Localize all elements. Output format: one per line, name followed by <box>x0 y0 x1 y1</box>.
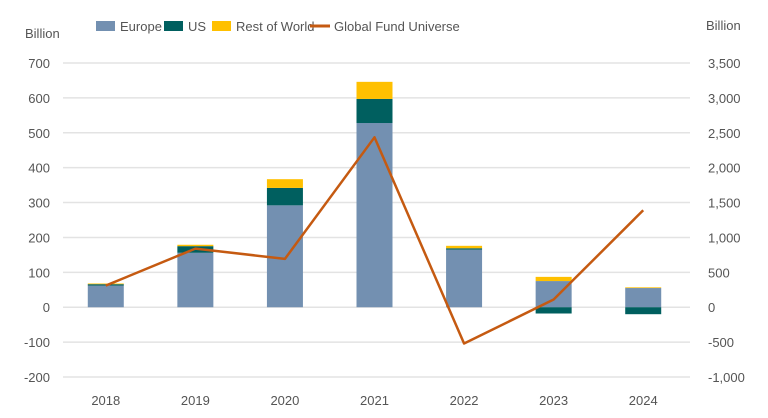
legend-label: Europe <box>120 19 162 34</box>
x-tick-label: 2024 <box>629 393 658 408</box>
bar-rest-of-world <box>625 287 662 289</box>
bar-europe <box>625 288 662 308</box>
x-tick-label: 2018 <box>91 393 120 408</box>
bar-rest-of-world <box>87 283 124 285</box>
left-tick-label: -200 <box>24 370 50 385</box>
legend-label: Rest of World <box>236 19 315 34</box>
legend-swatch <box>164 21 183 31</box>
left-tick-label: 600 <box>28 91 50 106</box>
x-tick-label: 2023 <box>539 393 568 408</box>
legend: Europe US Rest of World Global Fund Univers… <box>96 19 460 34</box>
bar-us <box>535 307 572 314</box>
legend-label: US <box>188 19 206 34</box>
bar-rest-of-world <box>446 245 483 249</box>
bar-us <box>356 98 393 124</box>
bar-europe <box>87 285 124 308</box>
left-axis-label: Billion <box>25 26 60 41</box>
bar-europe <box>446 249 483 308</box>
left-tick-label: -100 <box>24 335 50 350</box>
line-global-fund-universe <box>105 136 645 345</box>
bar-rest-of-world <box>177 244 214 247</box>
x-tick-label: 2020 <box>270 393 299 408</box>
right-tick-label: 1,000 <box>708 230 741 245</box>
right-tick-label: -1,000 <box>708 370 745 385</box>
bar-europe <box>177 252 214 308</box>
x-axis-ticks: 2018 2019 2020 2021 2022 2023 2024 <box>91 393 657 408</box>
right-tick-label: 500 <box>708 265 730 280</box>
left-axis-ticks: 700 600 500 400 300 200 100 0 -100 -200 <box>24 56 50 385</box>
right-axis-label: Billion <box>706 18 741 33</box>
legend-swatch <box>212 21 231 31</box>
right-axis-ticks: 3,500 3,000 2,500 2,000 1,500 1,000 500 0 -500 -1… <box>708 56 745 385</box>
line-series <box>105 136 645 345</box>
bar-us <box>266 187 303 206</box>
bars <box>87 81 662 315</box>
legend-label: Global Fund Universe <box>334 19 460 34</box>
left-tick-label: 100 <box>28 265 50 280</box>
bar-rest-of-world <box>535 276 572 282</box>
legend-swatch <box>96 21 115 31</box>
left-tick-label: 400 <box>28 161 50 176</box>
right-tick-label: 0 <box>708 300 715 315</box>
bar-rest-of-world <box>356 81 393 99</box>
x-tick-label: 2019 <box>181 393 210 408</box>
x-tick-label: 2022 <box>450 393 479 408</box>
right-tick-label: -500 <box>708 335 734 350</box>
right-tick-label: 2,500 <box>708 126 741 141</box>
left-tick-label: 700 <box>28 56 50 71</box>
right-tick-label: 3,500 <box>708 56 741 71</box>
bar-europe <box>535 281 572 308</box>
left-tick-label: 0 <box>43 300 50 315</box>
right-tick-label: 1,500 <box>708 196 741 211</box>
x-tick-label: 2021 <box>360 393 389 408</box>
right-tick-label: 3,000 <box>708 91 741 106</box>
bar-us <box>446 248 483 250</box>
left-tick-label: 300 <box>28 196 50 211</box>
bar-rest-of-world <box>266 179 303 188</box>
bar-us <box>625 307 662 315</box>
left-tick-label: 200 <box>28 230 50 245</box>
left-tick-label: 500 <box>28 126 50 141</box>
right-tick-label: 2,000 <box>708 161 741 176</box>
bar-europe <box>356 123 393 308</box>
